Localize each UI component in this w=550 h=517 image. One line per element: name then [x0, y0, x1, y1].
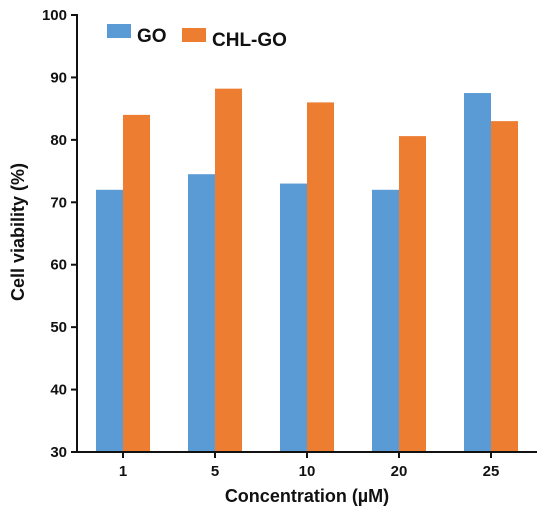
x-tick-label: 25 — [483, 463, 500, 480]
bar-go-5 — [188, 174, 215, 452]
y-tick-label: 30 — [50, 444, 67, 461]
x-ticks: 1 5 10 20 25 — [119, 452, 500, 480]
y-tick-label: 70 — [50, 194, 67, 211]
legend-label-go: GO — [137, 26, 167, 47]
bars-layer — [96, 88, 518, 453]
x-tick-label: 10 — [299, 463, 316, 480]
y-axis-title: Cell viability (%) — [8, 163, 28, 301]
x-tick-label: 5 — [211, 463, 219, 480]
y-tick-label: 100 — [42, 7, 67, 24]
bar-go-25 — [464, 93, 491, 453]
bar-go-20 — [372, 189, 399, 453]
legend-swatch-chl-go — [182, 28, 206, 42]
legend: GO CHL-GO — [107, 24, 287, 51]
y-tick-label: 90 — [50, 69, 67, 86]
legend-swatch-go — [107, 24, 131, 38]
bar-go-10 — [280, 183, 307, 453]
y-tick-label: 50 — [50, 319, 67, 336]
legend-label-chl-go: CHL-GO — [212, 30, 287, 51]
y-tick-label: 80 — [50, 132, 67, 149]
y-tick-label: 60 — [50, 257, 67, 274]
bar-chl-go-20 — [399, 136, 426, 452]
bar-chl-go-5 — [215, 88, 242, 452]
y-ticks: 30 40 50 60 70 80 90 100 — [42, 7, 77, 461]
bar-go-1 — [96, 189, 123, 453]
x-tick-label: 1 — [119, 463, 127, 480]
y-tick-label: 40 — [50, 382, 67, 399]
bar-chl-go-25 — [491, 121, 518, 452]
bar-chl-go-1 — [123, 114, 150, 452]
bar-chl-go-10 — [307, 102, 334, 453]
x-axis-title: Concentration (µM) — [225, 486, 389, 506]
x-tick-label: 20 — [391, 463, 408, 480]
